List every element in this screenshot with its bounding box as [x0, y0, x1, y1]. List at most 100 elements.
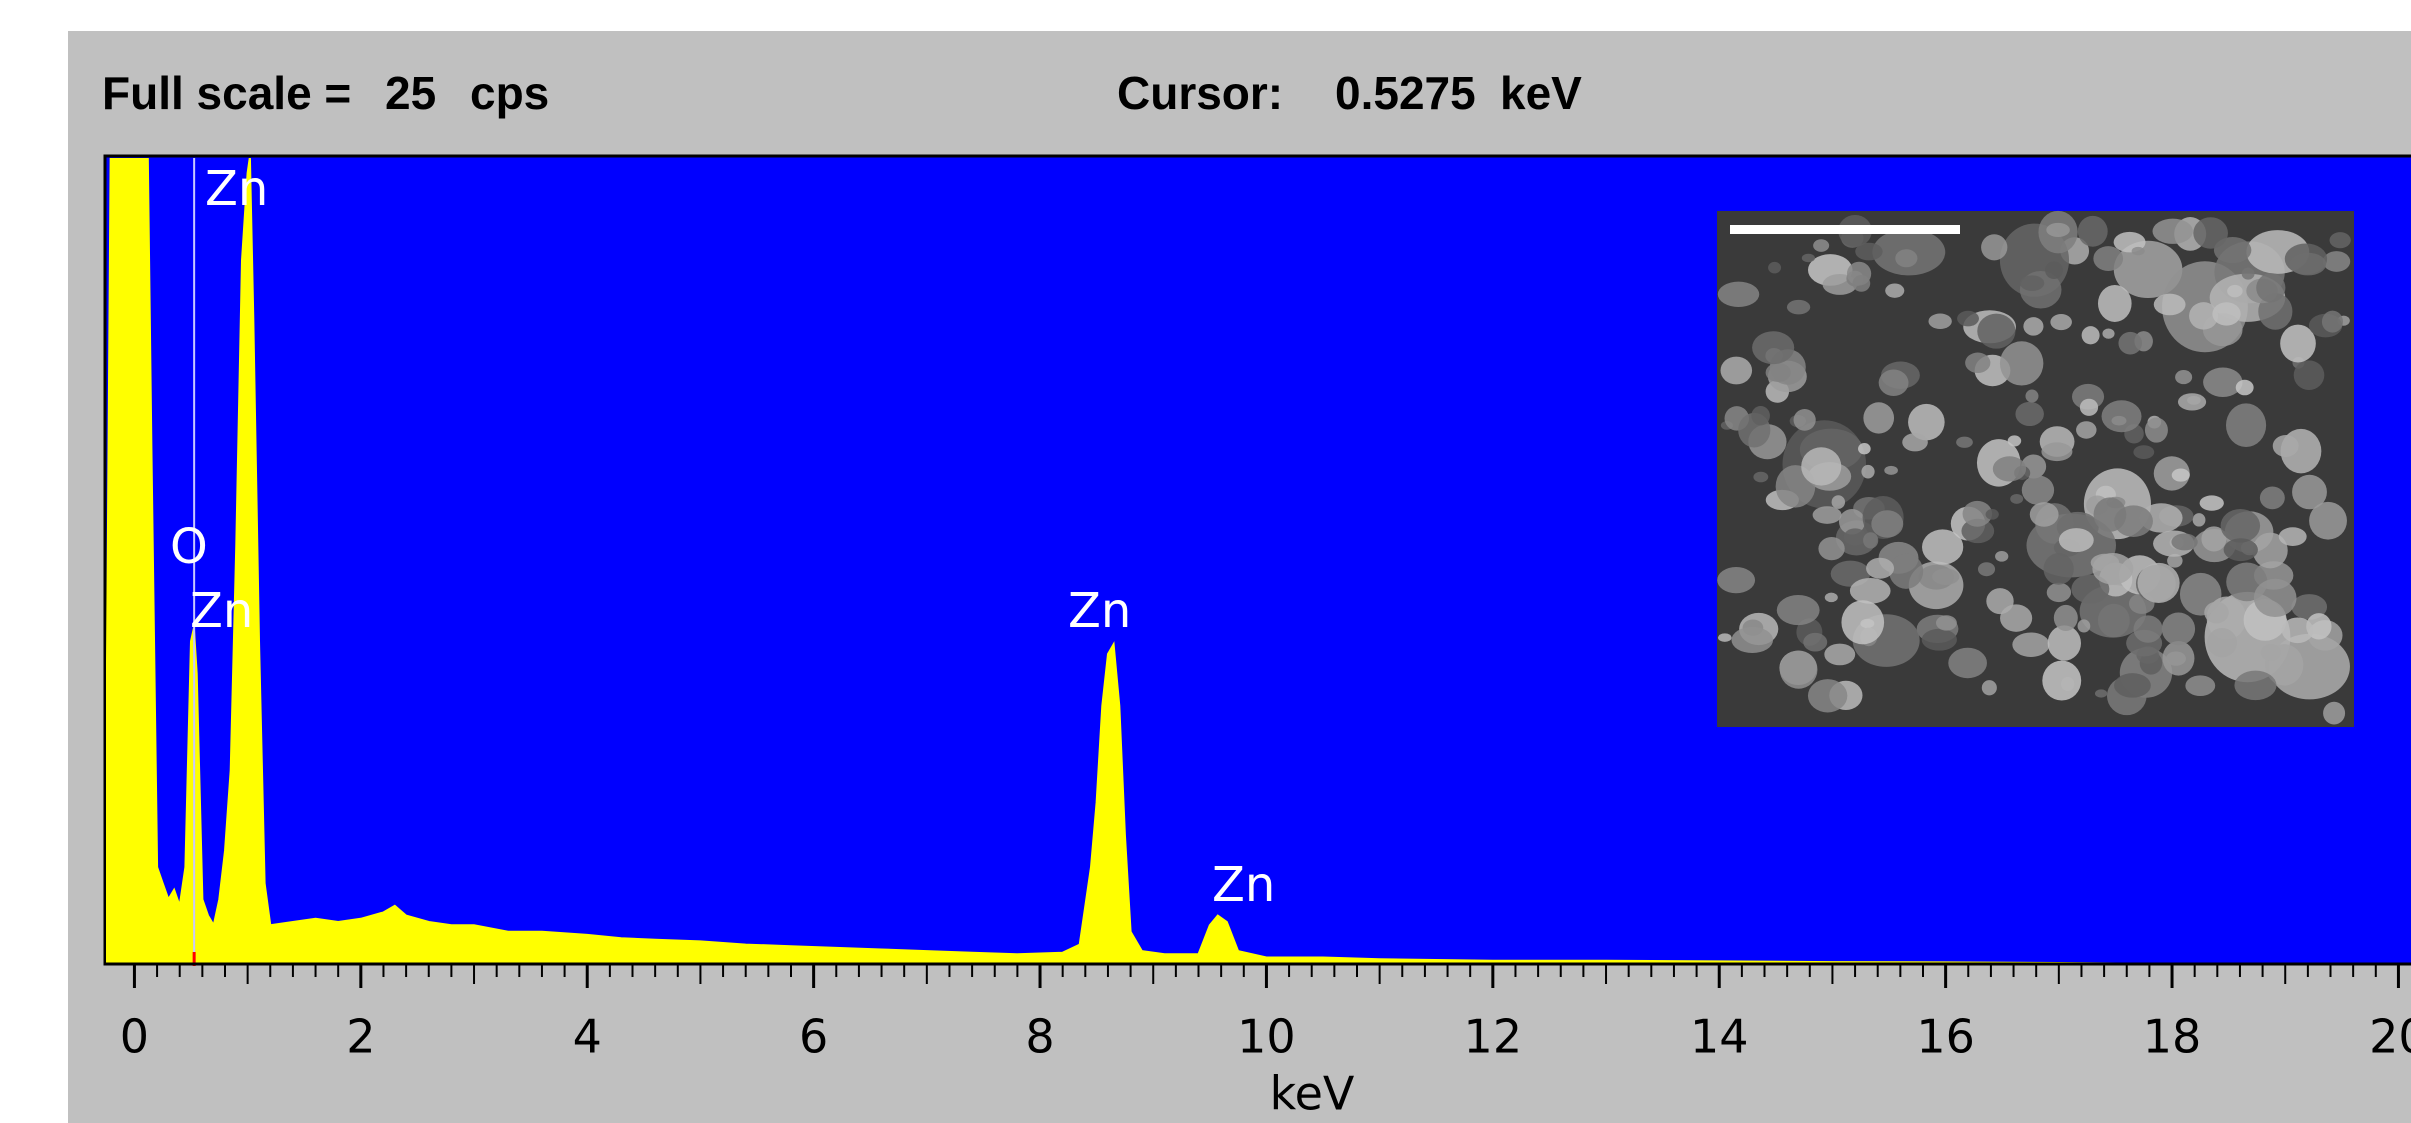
peak-label: Zn [1068, 583, 1131, 639]
sem-particle [2095, 689, 2107, 697]
sem-particle [1995, 551, 2008, 562]
sem-particle [1981, 234, 2007, 260]
sem-particle [1895, 249, 1917, 267]
sem-particle [1982, 680, 1997, 695]
sem-particle [1753, 472, 1768, 483]
sem-particle [1852, 275, 1870, 292]
sem-particle [1718, 633, 1732, 642]
sem-particle [1844, 528, 1867, 545]
sem-particle [1801, 447, 1841, 485]
full-scale-label: Full scale = [102, 67, 351, 119]
sem-particle [2025, 390, 2038, 403]
x-tick-label: 0 [120, 1010, 149, 1064]
sem-particle [1768, 262, 1781, 274]
sem-particle [1813, 506, 1842, 524]
sem-particle [2114, 673, 2151, 698]
sem-particle [2200, 495, 2224, 510]
sem-particle [2050, 314, 2072, 330]
sem-particle [2044, 553, 2074, 585]
sem-particle [1863, 402, 1894, 433]
x-tick-label: 18 [2143, 1010, 2202, 1064]
page: {"chart_data": {"type": "spectrum", "ful… [0, 0, 2411, 1123]
sem-particle [2172, 469, 2190, 482]
sem-particle [2030, 502, 2059, 527]
sem-particle [1993, 456, 2026, 481]
sem-particle [2042, 661, 2081, 701]
sem-particle [2260, 486, 2285, 509]
sem-particle [2207, 628, 2237, 657]
sem-particle [2012, 632, 2049, 657]
sem-particle [2046, 223, 2070, 237]
sem-particle [2242, 268, 2255, 280]
sem-particle [2045, 261, 2063, 279]
sem-particle [2010, 494, 2023, 504]
sem-particle [2185, 675, 2215, 696]
sem-particle [2145, 418, 2168, 443]
sem-particle [1936, 615, 1957, 630]
sem-particle [1884, 466, 1898, 475]
sem-particle [1885, 283, 1904, 297]
sem-particle [1794, 409, 1816, 431]
sem-particle [1787, 300, 1810, 315]
sem-particle [2204, 602, 2229, 624]
sem-particle [2022, 475, 2054, 504]
peak-label: O [170, 519, 208, 575]
sem-particle [1948, 648, 1987, 678]
sem-particle [2076, 421, 2096, 438]
sem-particle [1956, 437, 1973, 448]
sem-particle [2138, 563, 2180, 603]
peak-label: Zn [205, 161, 268, 217]
sem-particle [1751, 406, 1770, 425]
sem-particle [1850, 578, 1891, 604]
sem-particle [2193, 217, 2228, 248]
peak-label: Zn [1212, 857, 1275, 913]
x-tick-label: 10 [1237, 1010, 1296, 1064]
sem-particle [2273, 435, 2299, 457]
full-scale-value: 25 [385, 67, 436, 119]
sem-particle [1932, 568, 1959, 585]
sem-particle [1965, 353, 1990, 373]
sem-particle [1824, 644, 1855, 666]
sem-particle [1841, 600, 1884, 644]
sem-particle [2256, 273, 2285, 302]
sem-particle [1977, 314, 2015, 349]
sem-particle [1818, 537, 1844, 560]
sem-particle [2193, 513, 2206, 526]
sem-particle [2094, 497, 2127, 531]
sem-particle [1766, 363, 1791, 382]
sem-particle [2093, 246, 2123, 271]
sem-particle [2047, 583, 2071, 602]
sem-particle [1889, 554, 1923, 589]
sem-particle [2279, 527, 2307, 546]
sem-particle [2254, 579, 2297, 617]
sem-particle [2008, 435, 2022, 446]
sem-particle [1858, 443, 1871, 454]
x-tick-label: 12 [1464, 1010, 1523, 1064]
sem-particle [2082, 326, 2100, 344]
sem-particle [1863, 532, 1878, 548]
sem-particle [2098, 285, 2132, 322]
sem-particle [1986, 509, 1999, 520]
sem-particle [2102, 329, 2114, 339]
sem-particle [1813, 239, 1829, 252]
sem-particle [2187, 396, 2201, 405]
sem-particle [2078, 619, 2091, 632]
sem-particle [1780, 651, 1818, 689]
sem-particle [1986, 588, 2013, 614]
sem-image [1717, 211, 2354, 727]
sem-particle [1866, 558, 1894, 579]
sem-particle [1861, 465, 1874, 479]
sem-particle [2059, 528, 2094, 552]
sem-particle [2175, 370, 2192, 384]
sem-particle [2000, 341, 2043, 385]
sem-particle [1752, 331, 1794, 364]
sem-particle [2290, 253, 2327, 276]
x-tick-label: 6 [799, 1010, 828, 1064]
sem-particle [2224, 538, 2258, 561]
sem-particle [2020, 275, 2044, 291]
sem-particle [1902, 433, 1928, 451]
cursor-value: 0.5275 [1335, 67, 1476, 119]
sem-particle [2023, 317, 2043, 336]
cursor-label: Cursor: [1117, 67, 1283, 119]
sem-particle [2098, 604, 2130, 638]
